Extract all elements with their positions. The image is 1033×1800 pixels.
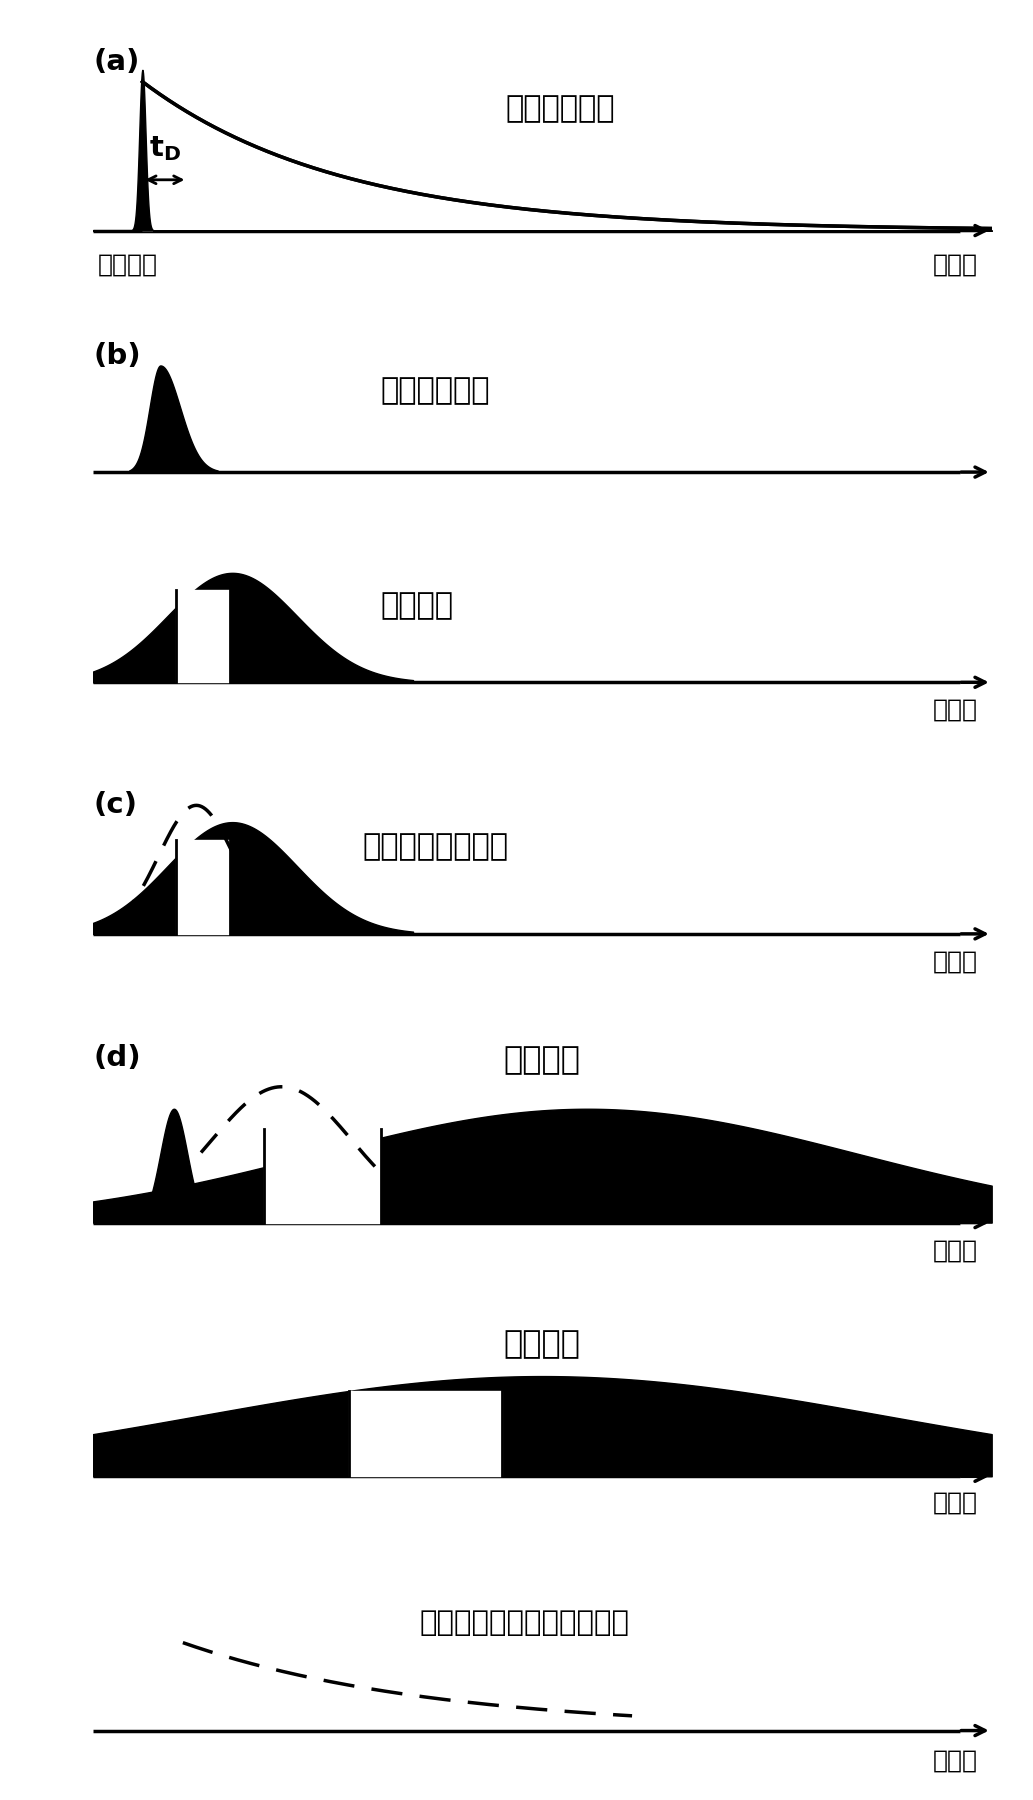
Text: 时间放大后的待测荧光信号: 时间放大后的待测荧光信号 xyxy=(419,1609,629,1636)
Text: (d): (d) xyxy=(94,1044,142,1073)
Text: 时间展宽: 时间展宽 xyxy=(504,1328,581,1359)
Text: 时间轴: 时间轴 xyxy=(933,698,978,722)
Text: 时间轴: 时间轴 xyxy=(933,1750,978,1773)
Text: 时间轴: 时间轴 xyxy=(933,1490,978,1514)
Text: 飞秒脉冲: 飞秒脉冲 xyxy=(97,252,157,277)
Text: 时间轴: 时间轴 xyxy=(933,950,978,974)
Text: 时间轴: 时间轴 xyxy=(933,1238,978,1262)
Text: 分子荧光信号: 分子荧光信号 xyxy=(505,94,615,122)
Text: 时间展宽: 时间展宽 xyxy=(504,1046,581,1076)
Text: $\mathbf{t_D}$: $\mathbf{t_D}$ xyxy=(149,133,181,162)
Text: (c): (c) xyxy=(94,790,137,819)
Text: (a): (a) xyxy=(94,49,140,76)
Text: 啼啪脉冲: 啼啪脉冲 xyxy=(380,590,453,621)
Text: 时间轴: 时间轴 xyxy=(933,252,978,277)
Text: 和频后的啼啪脉冲: 和频后的啼啪脉冲 xyxy=(363,832,508,860)
Text: 待测荧光信号: 待测荧光信号 xyxy=(380,376,490,405)
Text: (b): (b) xyxy=(94,342,142,371)
